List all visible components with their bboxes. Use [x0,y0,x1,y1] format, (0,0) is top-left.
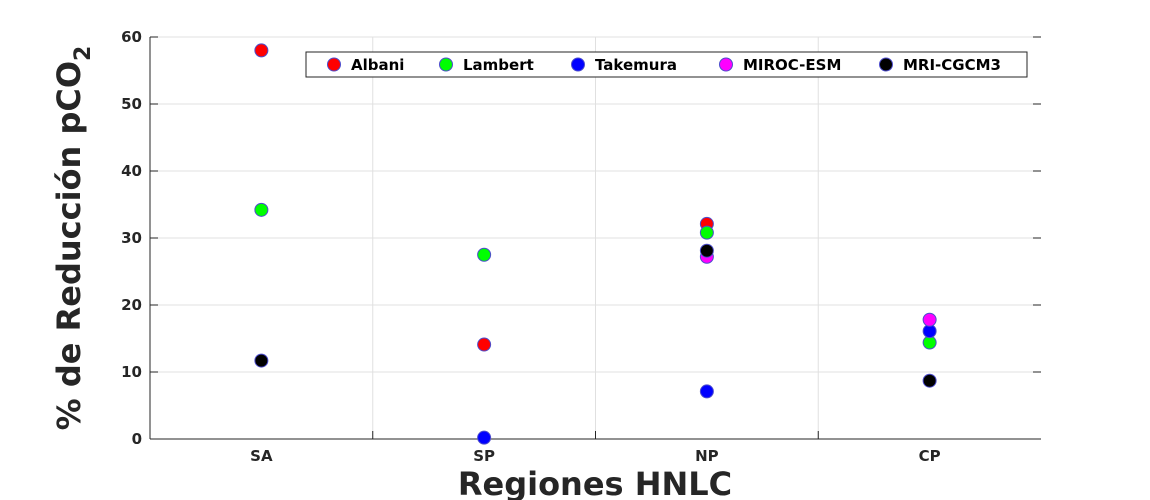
x-tick-label: NP [695,447,719,465]
legend-marker [571,57,585,72]
x-tick-labels: SA SP NP CP [250,447,940,465]
axes [149,36,1041,440]
svg-text:% de Reducción pCO2: % de Reducción pCO2 [50,46,96,431]
legend-marker [719,57,733,72]
legend-label: MRI-CGCM3 [903,56,1001,74]
data-point-lambert [254,202,269,217]
data-point-lambert [699,225,714,240]
y-axis-title: % de Reducción pCO2 [50,46,96,431]
legend-marker [879,57,893,72]
data-points [254,43,937,445]
data-point-takemura [699,384,714,399]
data-point-takemura [477,430,492,445]
data-point-mri-cgcm3 [922,373,937,388]
y-tick-labels: 0 10 20 30 40 50 60 [121,28,142,448]
legend: Albani Lambert Takemura MIROC-ESM MRI-CGCM3 [305,51,1028,78]
data-point-mri-cgcm3 [699,243,714,258]
legend-label: MIROC-ESM [743,56,841,74]
y-tick-label: 10 [121,363,142,381]
legend-marker [439,57,453,72]
grid [150,36,1041,440]
y-tick-label: 0 [132,430,142,448]
x-axis-title: Regiones HNLC [458,465,732,500]
y-tick-label: 50 [121,95,142,113]
legend-marker [327,57,341,72]
legend-label: Albani [351,56,404,74]
data-point-lambert [477,247,492,262]
y-tick-label: 20 [121,296,142,314]
data-point-albani [254,43,269,58]
legend-box [305,51,1028,78]
y-tick-label: 60 [121,28,142,46]
x-tick-label: CP [919,447,941,465]
data-point-mri-cgcm3 [254,353,269,368]
y-tick-label: 40 [121,162,142,180]
data-point-albani [477,337,492,352]
x-tick-label: SA [250,447,273,465]
y-axis-title-main: % de Reducción pCO [50,61,88,430]
legend-label: Takemura [595,56,677,74]
legend-label: Lambert [463,56,534,74]
y-tick-label: 30 [121,229,142,247]
y-axis-title-subscript: 2 [71,46,96,61]
data-point-miroc-esm [922,312,937,327]
x-tick-label: SP [473,447,495,465]
